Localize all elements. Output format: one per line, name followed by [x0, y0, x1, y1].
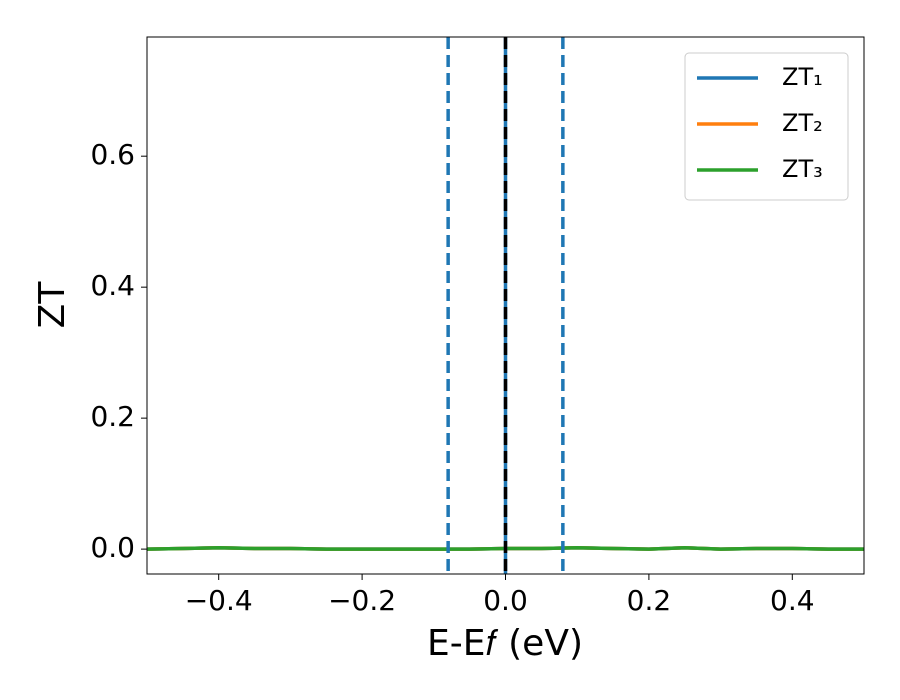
x-tick-label: 0.2 — [627, 584, 672, 617]
y-axis-label: ZT — [32, 281, 73, 329]
x-tick-label: 0.0 — [483, 584, 528, 617]
legend-box — [684, 52, 849, 201]
x-tick-label: −0.2 — [328, 584, 396, 617]
y-tick-label: 0.0 — [90, 531, 135, 564]
y-tick-label: 0.2 — [90, 400, 135, 433]
legend-label: ZT₁ — [782, 63, 823, 91]
plot-frame — [146, 36, 865, 575]
legend-label: ZT₃ — [782, 155, 823, 183]
legend: ZT₁ ZT₂ ZT₃ — [684, 52, 849, 201]
y-tick-label: 0.6 — [90, 138, 135, 171]
x-tick-label: −0.4 — [185, 584, 253, 617]
x-tick-label: 0.4 — [770, 584, 815, 617]
legend-label: ZT₂ — [782, 109, 823, 137]
y-tick-label: 0.4 — [90, 269, 135, 302]
x-axis-label: E-E𝑓 (eV) — [427, 623, 583, 664]
